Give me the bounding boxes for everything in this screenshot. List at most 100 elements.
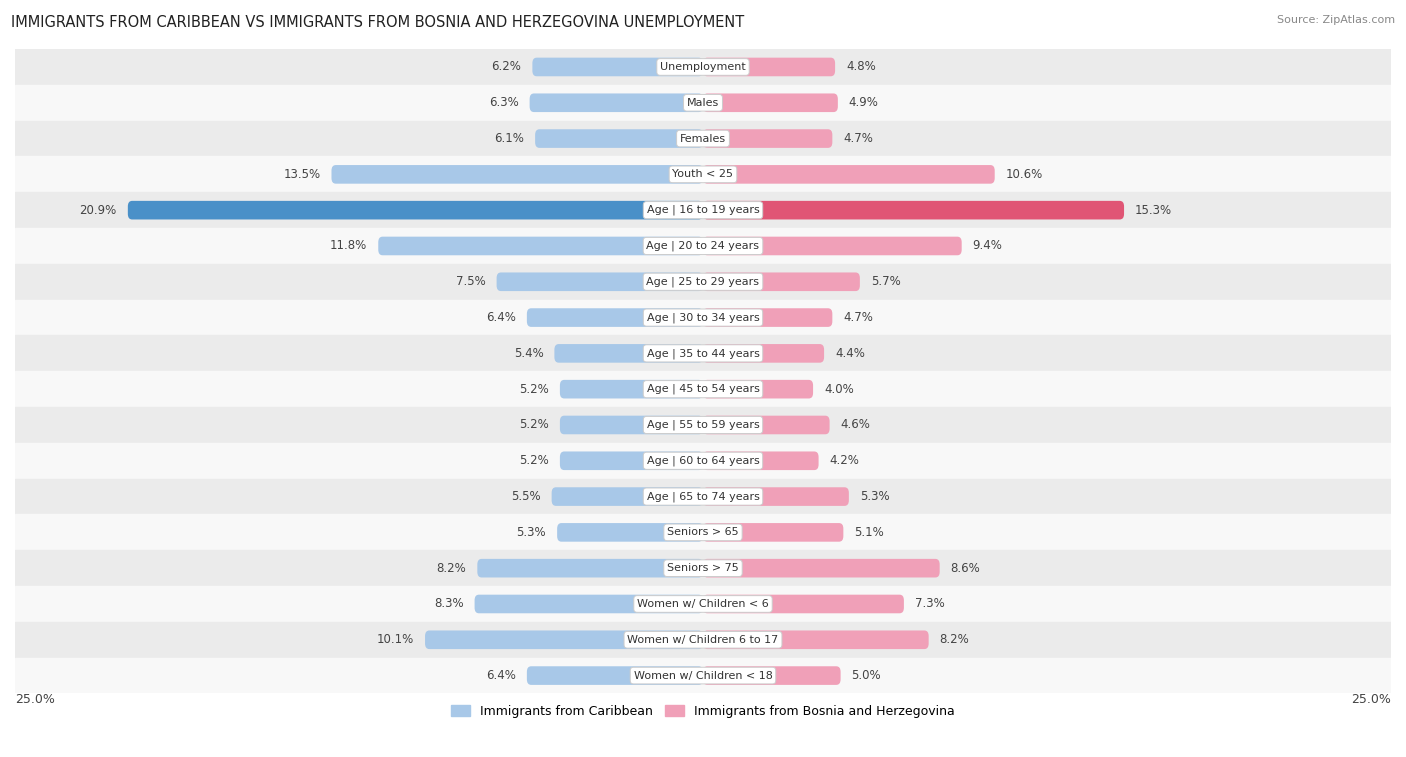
Bar [15,622,1391,658]
Text: 4.4%: 4.4% [835,347,865,360]
Bar [15,228,1391,264]
Text: Age | 25 to 29 years: Age | 25 to 29 years [647,276,759,287]
Text: Age | 16 to 19 years: Age | 16 to 19 years [647,205,759,216]
FancyBboxPatch shape [703,237,962,255]
FancyBboxPatch shape [703,595,904,613]
Text: 8.6%: 8.6% [950,562,980,575]
Text: Age | 60 to 64 years: Age | 60 to 64 years [647,456,759,466]
Text: 9.4%: 9.4% [973,239,1002,253]
FancyBboxPatch shape [703,380,813,398]
Text: 4.7%: 4.7% [844,311,873,324]
Text: 4.6%: 4.6% [841,419,870,431]
Bar [15,371,1391,407]
Bar [15,407,1391,443]
Bar [15,85,1391,120]
Text: 5.5%: 5.5% [510,490,541,503]
Text: 6.1%: 6.1% [495,132,524,145]
Text: 6.2%: 6.2% [492,61,522,73]
FancyBboxPatch shape [378,237,703,255]
Text: Age | 55 to 59 years: Age | 55 to 59 years [647,419,759,430]
Text: Unemployment: Unemployment [661,62,745,72]
Text: 5.3%: 5.3% [516,526,546,539]
Bar [15,264,1391,300]
Text: 25.0%: 25.0% [15,693,55,706]
FancyBboxPatch shape [496,273,703,291]
FancyBboxPatch shape [557,523,703,542]
Bar [15,550,1391,586]
FancyBboxPatch shape [703,451,818,470]
FancyBboxPatch shape [703,416,830,435]
FancyBboxPatch shape [425,631,703,649]
Bar [15,300,1391,335]
Text: 5.4%: 5.4% [513,347,543,360]
Text: 10.1%: 10.1% [377,634,413,646]
FancyBboxPatch shape [703,666,841,685]
Text: 8.3%: 8.3% [434,597,464,610]
FancyBboxPatch shape [128,201,703,220]
Text: 5.7%: 5.7% [870,276,901,288]
Text: 5.3%: 5.3% [860,490,890,503]
FancyBboxPatch shape [560,416,703,435]
FancyBboxPatch shape [332,165,703,184]
FancyBboxPatch shape [703,58,835,76]
Bar [15,658,1391,693]
Text: Seniors > 65: Seniors > 65 [668,528,738,537]
FancyBboxPatch shape [703,488,849,506]
Bar [15,120,1391,157]
Text: 25.0%: 25.0% [1351,693,1391,706]
Text: Seniors > 75: Seniors > 75 [666,563,740,573]
FancyBboxPatch shape [703,165,994,184]
Bar [15,49,1391,85]
FancyBboxPatch shape [560,451,703,470]
Text: Age | 45 to 54 years: Age | 45 to 54 years [647,384,759,394]
FancyBboxPatch shape [475,595,703,613]
FancyBboxPatch shape [703,273,860,291]
Text: Source: ZipAtlas.com: Source: ZipAtlas.com [1277,15,1395,25]
Text: 10.6%: 10.6% [1005,168,1043,181]
FancyBboxPatch shape [703,344,824,363]
FancyBboxPatch shape [703,631,929,649]
Text: Age | 35 to 44 years: Age | 35 to 44 years [647,348,759,359]
Bar [15,192,1391,228]
Text: 5.1%: 5.1% [855,526,884,539]
Text: 15.3%: 15.3% [1135,204,1173,217]
Text: Age | 30 to 34 years: Age | 30 to 34 years [647,313,759,322]
Text: IMMIGRANTS FROM CARIBBEAN VS IMMIGRANTS FROM BOSNIA AND HERZEGOVINA UNEMPLOYMENT: IMMIGRANTS FROM CARIBBEAN VS IMMIGRANTS … [11,15,745,30]
Text: 8.2%: 8.2% [437,562,467,575]
Text: 6.3%: 6.3% [489,96,519,109]
FancyBboxPatch shape [530,93,703,112]
Text: Age | 20 to 24 years: Age | 20 to 24 years [647,241,759,251]
Text: 5.2%: 5.2% [519,419,548,431]
Text: 5.0%: 5.0% [852,669,882,682]
Legend: Immigrants from Caribbean, Immigrants from Bosnia and Herzegovina: Immigrants from Caribbean, Immigrants fr… [446,699,960,723]
Bar [15,586,1391,622]
Text: 4.7%: 4.7% [844,132,873,145]
Text: 4.8%: 4.8% [846,61,876,73]
Text: 4.0%: 4.0% [824,383,853,396]
Text: 6.4%: 6.4% [486,311,516,324]
FancyBboxPatch shape [527,666,703,685]
FancyBboxPatch shape [703,523,844,542]
Text: 4.2%: 4.2% [830,454,859,467]
Text: 8.2%: 8.2% [939,634,969,646]
FancyBboxPatch shape [703,559,939,578]
Text: 20.9%: 20.9% [80,204,117,217]
Text: Males: Males [688,98,718,107]
Text: Youth < 25: Youth < 25 [672,170,734,179]
FancyBboxPatch shape [551,488,703,506]
Bar [15,335,1391,371]
Text: 11.8%: 11.8% [330,239,367,253]
FancyBboxPatch shape [536,129,703,148]
FancyBboxPatch shape [703,308,832,327]
Text: Age | 65 to 74 years: Age | 65 to 74 years [647,491,759,502]
Text: Women w/ Children < 18: Women w/ Children < 18 [634,671,772,681]
FancyBboxPatch shape [560,380,703,398]
Text: 7.5%: 7.5% [456,276,485,288]
Text: 7.3%: 7.3% [915,597,945,610]
Bar [15,157,1391,192]
Text: Women w/ Children 6 to 17: Women w/ Children 6 to 17 [627,635,779,645]
FancyBboxPatch shape [703,93,838,112]
FancyBboxPatch shape [533,58,703,76]
FancyBboxPatch shape [477,559,703,578]
FancyBboxPatch shape [527,308,703,327]
